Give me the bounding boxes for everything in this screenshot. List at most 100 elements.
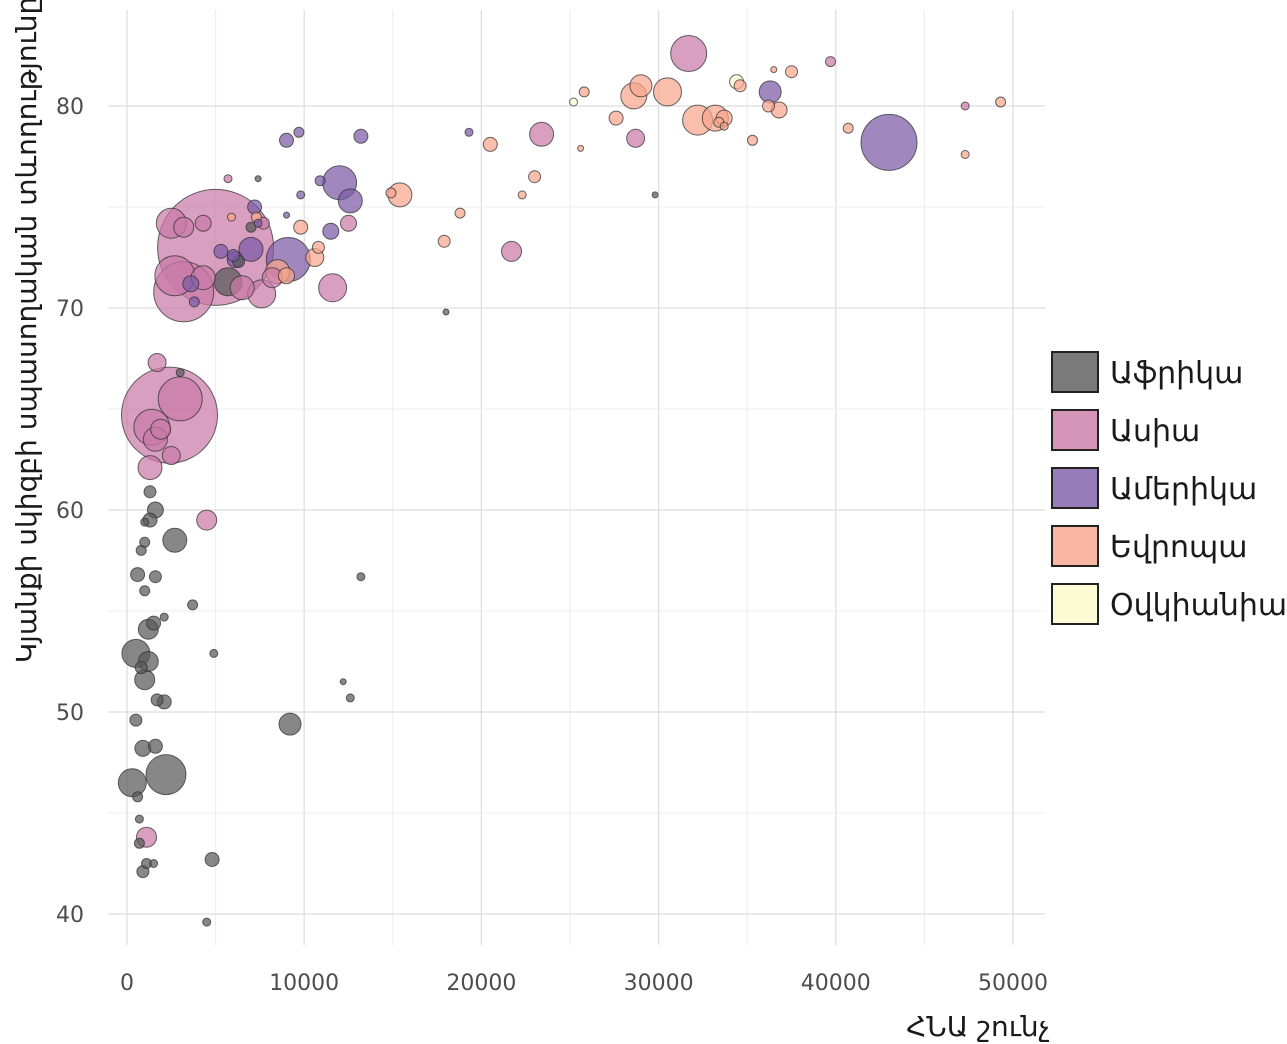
bubble-oceania (569, 97, 578, 107)
legend-swatch-africa (1051, 351, 1099, 393)
bubble-africa (442, 308, 450, 316)
x-axis-title: ՀՆԱ շունչ (906, 1010, 1050, 1043)
legend-label-europe: Եվրոպա (1110, 530, 1247, 565)
bubble-asia (825, 56, 836, 68)
bubble-asia (626, 128, 646, 148)
bubble-europe (629, 74, 653, 98)
bubble-americas (758, 80, 782, 104)
bubble-americas (253, 218, 263, 228)
bubble-europe (278, 267, 295, 285)
bubble-asia (137, 455, 163, 481)
bubble-africa (175, 368, 185, 378)
bubble-americas (213, 243, 229, 259)
bubble-asia (161, 446, 181, 465)
bubble-asia (529, 121, 555, 147)
y-tick-label: 50 (56, 701, 84, 726)
bubble-americas (353, 128, 369, 144)
bubble-africa (278, 712, 302, 736)
bubble-americas (860, 113, 918, 171)
bubble-africa (134, 814, 144, 824)
bubble-africa (651, 191, 659, 199)
bubble-africa (134, 661, 148, 675)
bubble-europe (293, 219, 309, 235)
bubble-europe (960, 150, 970, 159)
bubble-europe (482, 136, 498, 152)
bubble-africa (187, 599, 199, 611)
legend-swatch-americas (1051, 467, 1099, 509)
legend-swatch-europe (1051, 525, 1099, 567)
bubble-europe (437, 234, 451, 248)
bubble-europe (577, 144, 585, 152)
y-tick-label: 80 (56, 95, 84, 120)
bubble-europe (608, 110, 624, 126)
bubble-asia (147, 353, 167, 372)
bubble-africa (209, 648, 219, 658)
bubble-asia (501, 240, 522, 262)
bubble-africa (345, 693, 355, 703)
legend-label-americas: Ամերիկա (1110, 472, 1257, 507)
bubble-americas (182, 275, 200, 293)
y-tick-label: 40 (56, 903, 84, 928)
bubble-asia (318, 273, 348, 303)
bubble-asia (150, 418, 172, 440)
x-tick-label: 10000 (269, 971, 339, 996)
bubble-asia (670, 35, 708, 72)
bubble-europe (227, 212, 236, 222)
bubble-africa (140, 517, 150, 527)
y-axis-title: Կյանքի սկիզբի սպասողական տևողությունը (10, 0, 43, 663)
legend-label-africa: Աֆրիկա (1110, 356, 1243, 391)
bubble-americas (337, 188, 363, 214)
x-tick-labels: 0 10000 20000 30000 40000 50000 (120, 971, 1048, 996)
legend-label-oceania: Օվկիանիա (1110, 588, 1287, 623)
bubble-americas (247, 199, 263, 215)
bubble-europe (762, 99, 775, 113)
x-tick-label: 20000 (446, 971, 516, 996)
bubble-europe (733, 79, 747, 93)
bubble-africa (204, 852, 220, 867)
legend-swatch-asia (1051, 409, 1099, 451)
bubble-americas (296, 190, 306, 200)
data-points (117, 35, 1007, 927)
bubble-africa (254, 175, 262, 183)
bubble-americas (314, 175, 326, 187)
x-tick-label: 30000 (624, 971, 694, 996)
bubble-africa (130, 567, 146, 583)
bubble-europe (995, 96, 1007, 108)
bubble-africa (159, 612, 169, 622)
bubble-europe (311, 240, 325, 254)
bubble-europe (842, 122, 854, 134)
bubble-africa (117, 768, 147, 798)
legend-swatch-oceania (1051, 583, 1099, 625)
bubble-asia (223, 174, 233, 184)
y-tick-label: 60 (56, 499, 84, 524)
y-tick-labels: 40 50 60 70 80 (56, 95, 84, 928)
bubble-europe (385, 187, 397, 199)
bubble-europe (747, 134, 758, 146)
bubble-africa (139, 585, 151, 597)
bubble-europe (454, 207, 466, 219)
bubble-africa (147, 738, 163, 754)
bubble-asia (173, 216, 195, 238)
bubble-africa (202, 917, 212, 927)
bubble-africa (150, 693, 164, 707)
bubble-africa (132, 791, 144, 803)
bubble-asia (340, 214, 357, 232)
bubble-africa (339, 678, 347, 686)
bubble-africa (143, 485, 157, 499)
bubble-africa (129, 713, 143, 727)
bubble-africa (133, 837, 145, 849)
bubble-americas (238, 236, 264, 262)
bubble-americas (226, 249, 240, 262)
bubble-africa (139, 536, 151, 548)
bubble-africa (356, 572, 366, 582)
bubble-africa (145, 754, 187, 796)
bubble-europe (578, 86, 590, 98)
x-tick-label: 40000 (801, 971, 871, 996)
bubble-africa (149, 859, 159, 868)
grid (108, 10, 1045, 945)
bubble-americas (293, 126, 305, 138)
bubble-americas (322, 222, 340, 240)
bubble-asia (194, 214, 212, 232)
bubble-africa (146, 615, 162, 631)
